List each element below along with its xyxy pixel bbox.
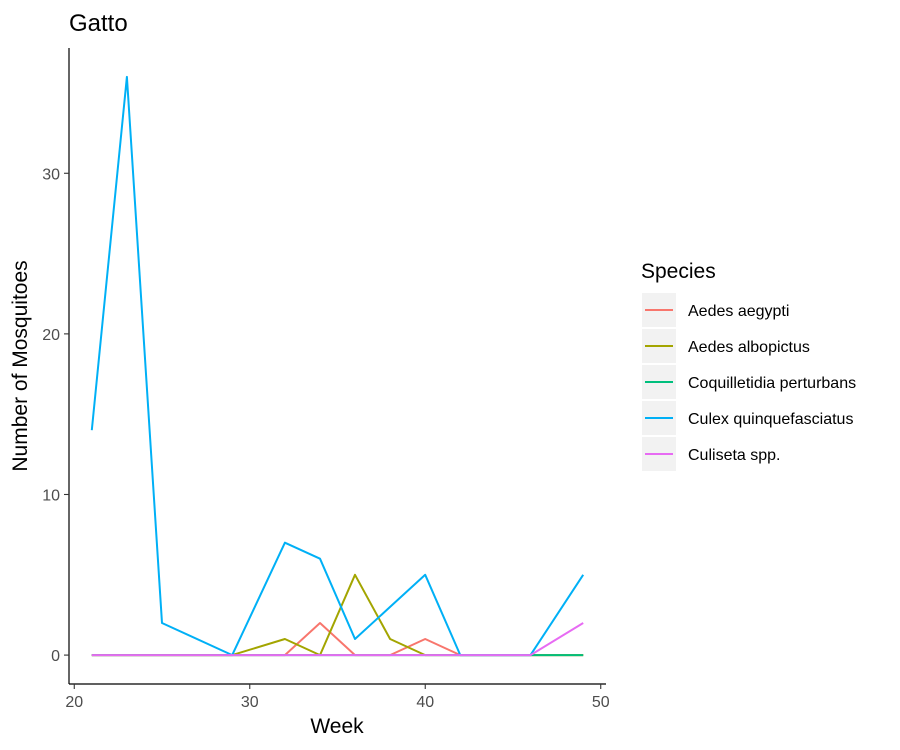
x-tick-label: 30 <box>241 694 259 711</box>
y-tick-label: 20 <box>42 327 60 344</box>
series-line-1 <box>91 573 584 657</box>
series-line-3 <box>90 75 585 657</box>
series-line-4 <box>91 622 584 657</box>
y-tick-label: 0 <box>51 648 60 665</box>
y-tick-label: 10 <box>42 487 60 504</box>
x-tick-label: 40 <box>416 694 434 711</box>
legend: Species Aedes aegypti Aedes albopictus Coq… <box>641 260 856 471</box>
y-tick-label: 30 <box>42 166 60 183</box>
legend-label-1: Aedes albopictus <box>688 339 810 356</box>
series-line-0 <box>91 622 584 657</box>
legend-label-0: Aedes aegypti <box>688 303 789 320</box>
x-tick-label: 20 <box>65 694 83 711</box>
legend-label-2: Coquilletidia perturbans <box>688 375 856 392</box>
chart-title: Gatto <box>69 10 128 37</box>
y-axis-ticks: 0 10 20 30 <box>42 166 69 665</box>
legend-title: Species <box>641 260 716 283</box>
x-tick-label: 50 <box>592 694 610 711</box>
y-axis-title: Number of Mosquitoes <box>9 260 32 471</box>
x-axis-title: Week <box>310 715 364 738</box>
plot-area <box>90 75 585 657</box>
legend-label-4: Culiseta spp. <box>688 447 781 464</box>
x-axis-ticks: 20 30 40 50 <box>65 684 610 711</box>
legend-label-3: Culex quinquefasciatus <box>688 411 853 428</box>
